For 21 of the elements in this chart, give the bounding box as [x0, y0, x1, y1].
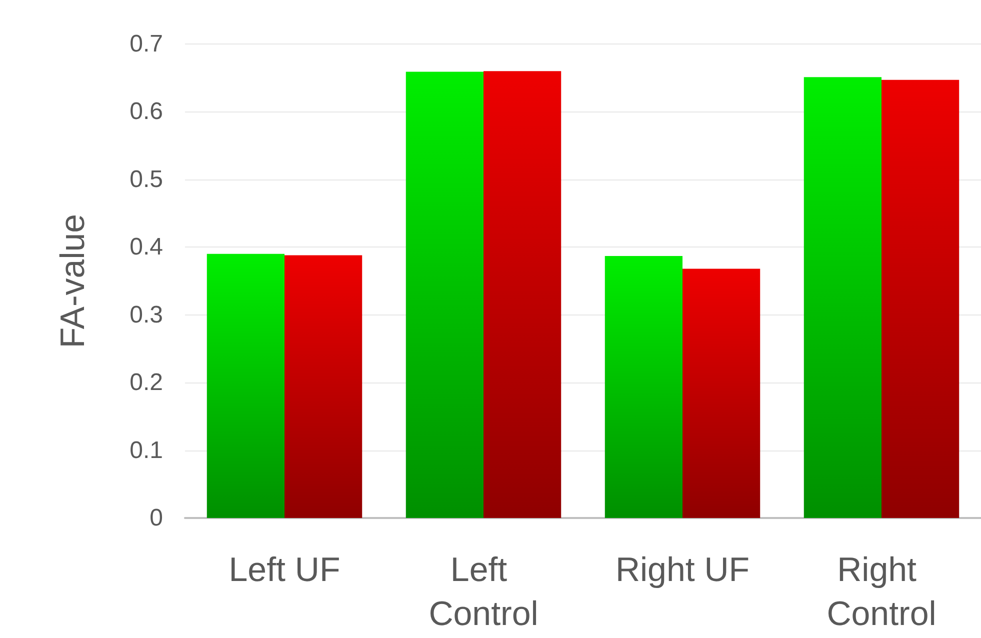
- bar: [604, 256, 682, 518]
- y-tick-label: 0: [150, 504, 163, 532]
- y-tick-label: 0.3: [130, 301, 163, 328]
- x-tick-label: Right Control: [826, 551, 936, 633]
- bar: [804, 77, 882, 518]
- bar: [882, 80, 960, 518]
- y-tick-label: 0.5: [130, 166, 163, 193]
- bar: [682, 268, 760, 518]
- x-tick-label: Left Control: [428, 551, 538, 633]
- bar: [206, 254, 284, 518]
- x-tick-label: Right UF: [615, 551, 750, 589]
- y-tick-label: 0.7: [130, 30, 163, 58]
- bar: [406, 72, 484, 518]
- y-axis-title: FA-value: [54, 214, 92, 348]
- bar: [284, 255, 362, 518]
- y-tick-label: 0.1: [130, 436, 163, 464]
- y-tick-label: 0.2: [130, 369, 163, 396]
- bar: [484, 71, 562, 518]
- y-tick-label: 0.6: [130, 98, 163, 126]
- x-tick-label: Left UF: [228, 551, 340, 589]
- y-tick-label: 0.4: [130, 234, 163, 261]
